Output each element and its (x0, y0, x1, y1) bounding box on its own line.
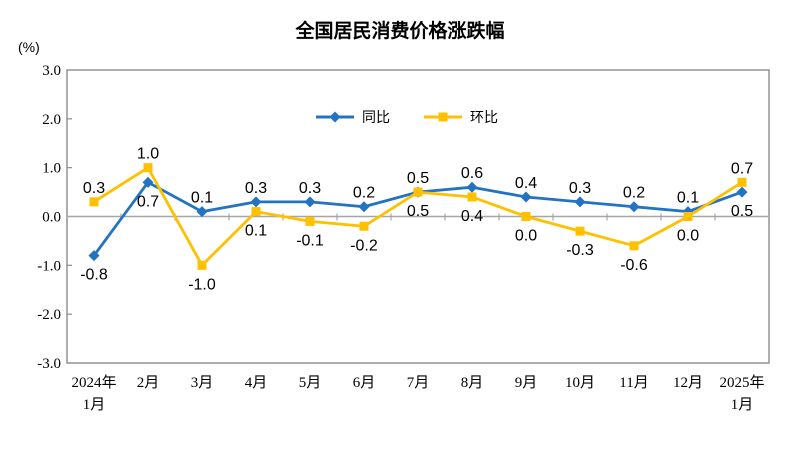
x-tick-label: 1月 (83, 397, 106, 413)
data-point-tongbi (736, 186, 748, 198)
data-label-huanbi: -1.0 (188, 276, 216, 293)
y-tick-label: -1.0 (37, 258, 61, 274)
x-tick-label: 6月 (353, 375, 376, 391)
data-point-huanbi (575, 226, 585, 236)
data-point-tongbi (628, 201, 640, 213)
data-label-huanbi: 1.0 (137, 146, 159, 163)
x-tick-label: 4月 (245, 375, 268, 391)
x-tick-label: 11月 (619, 375, 648, 391)
data-point-tongbi (358, 201, 370, 213)
x-tick-label: 9月 (515, 375, 538, 391)
y-axis-unit-label: (%) (18, 39, 40, 55)
data-label-tongbi: 0.6 (461, 165, 483, 182)
data-point-huanbi (683, 212, 693, 221)
x-tick-label: 12月 (673, 375, 703, 391)
data-label-tongbi: 0.1 (677, 190, 699, 207)
data-label-tongbi: 0.7 (137, 193, 159, 210)
data-point-huanbi (629, 241, 639, 251)
x-tick-label: 7月 (407, 375, 430, 391)
data-point-huanbi (197, 260, 207, 270)
y-tick-label: 0.0 (42, 210, 61, 226)
data-label-tongbi: 0.2 (353, 185, 375, 202)
data-label-tongbi: -0.8 (80, 267, 108, 284)
x-tick-label: 2月 (137, 375, 160, 391)
data-label-tongbi: 0.5 (407, 170, 429, 187)
data-label-huanbi: -0.6 (620, 257, 648, 274)
plot-area: 3.0 2.0 1.0 0.0 -1.0 -2.0 -3.0 2024年 1月 2月 3月 4月 5月 6… (37, 63, 770, 413)
legend-label-tongbi: 同比 (362, 109, 390, 125)
data-label-tongbi: 0.5 (731, 203, 753, 220)
x-tick-label: 8月 (461, 375, 484, 391)
data-label-huanbi: -0.1 (296, 232, 324, 249)
data-label-huanbi: 0.5 (407, 203, 429, 220)
data-point-huanbi (359, 221, 369, 231)
data-point-huanbi (737, 177, 747, 187)
data-point-tongbi (196, 206, 208, 218)
data-label-huanbi: 0.1 (245, 223, 267, 240)
data-label-huanbi: -0.3 (566, 242, 594, 259)
data-point-huanbi (143, 163, 153, 173)
chart-title: 全国居民消费价格涨跌幅 (294, 19, 504, 42)
y-tick-label: 2.0 (42, 112, 61, 128)
data-point-tongbi (250, 196, 262, 208)
data-point-huanbi (521, 212, 531, 221)
x-tick-label: 2025年 (719, 374, 764, 391)
data-point-tongbi (466, 181, 478, 193)
legend-label-huanbi: 环比 (470, 109, 498, 125)
data-point-huanbi (251, 207, 261, 217)
data-label-tongbi: 0.3 (245, 180, 267, 197)
y-tick-label: 3.0 (42, 63, 61, 79)
data-label-tongbi: 0.4 (515, 175, 537, 192)
data-label-huanbi: -0.2 (350, 237, 378, 254)
data-point-huanbi (467, 192, 477, 202)
data-label-tongbi: 0.1 (191, 190, 213, 207)
x-tick-label: 1月 (731, 397, 754, 413)
x-tick-label: 5月 (299, 375, 322, 391)
y-tick-label: -3.0 (37, 356, 61, 372)
data-label-huanbi: 0.0 (677, 228, 699, 245)
data-label-huanbi: 0.3 (83, 180, 105, 197)
y-tick-label: 1.0 (42, 161, 61, 177)
legend-marker-huanbi (438, 112, 448, 122)
data-label-huanbi: 0.0 (515, 228, 537, 245)
data-point-huanbi (89, 197, 99, 207)
data-label-huanbi: 0.7 (731, 160, 753, 177)
data-label-tongbi: 0.3 (299, 180, 321, 197)
data-label-tongbi: 0.2 (623, 185, 645, 202)
legend-marker-tongbi (329, 111, 341, 123)
data-point-huanbi (305, 216, 315, 226)
x-tick-label: 10月 (565, 375, 595, 391)
x-tick-label: 2024年 (71, 374, 116, 391)
data-point-tongbi (142, 176, 154, 188)
data-label-tongbi: 0.3 (569, 180, 591, 197)
data-point-tongbi (520, 191, 532, 203)
y-tick-label: -2.0 (37, 307, 61, 323)
data-point-tongbi (574, 196, 586, 208)
data-point-tongbi (88, 250, 100, 262)
data-point-huanbi (413, 187, 423, 197)
data-label-huanbi: 0.4 (461, 208, 483, 225)
data-point-tongbi (304, 196, 316, 208)
x-tick-label: 3月 (191, 375, 214, 391)
